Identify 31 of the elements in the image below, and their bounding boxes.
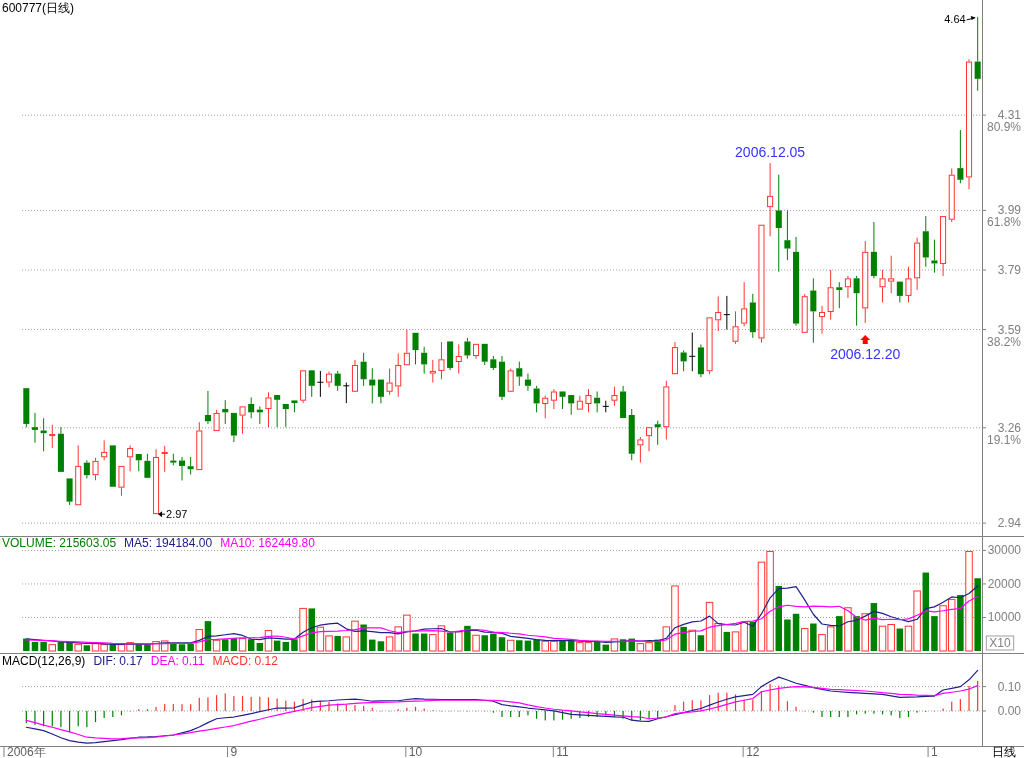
x-tick-label: 10: [408, 745, 423, 758]
chart-title: MACD(12,26,9): [2, 654, 86, 668]
x-tick-label: 9: [230, 745, 238, 758]
x-axis-title: 日线: [992, 745, 1016, 758]
annotation: 2.97: [166, 508, 188, 521]
chart-title: 600777(日线): [2, 1, 75, 15]
text: VOLUME: 215603.05: [2, 536, 117, 550]
y-tick-label: 0.10: [997, 679, 1022, 694]
y-tick-label: 3.26 19.1%: [986, 420, 1022, 447]
y-tick-label: 3.59 38.2%: [986, 322, 1022, 349]
y-tick-label: 10000: [987, 610, 1022, 625]
x-tick-label: 1: [931, 745, 939, 758]
y-tick-label: 2.94: [997, 516, 1022, 531]
annotation: 2006.12.20: [830, 345, 901, 362]
x-tick-label: 11: [556, 745, 570, 758]
text: DEA: 0.11: [150, 654, 205, 668]
x-tick-label: 2006年: [6, 745, 46, 758]
text: DIF: 0.17: [93, 654, 144, 668]
text: MA5: 194184.00: [124, 536, 213, 550]
y-tick-label: 20000: [987, 576, 1022, 591]
text: X10: [989, 636, 1011, 650]
annotation: 2006.12.05: [735, 144, 806, 161]
y-tick-label: 30000: [987, 543, 1022, 558]
y-tick-label: 4.31 80.9%: [986, 108, 1022, 135]
text: MACD: 0.12: [212, 654, 279, 668]
x-tick-label: 12: [746, 745, 760, 758]
y-tick-label: 3.79: [997, 262, 1022, 277]
y-tick-label: 3.99 61.8%: [986, 203, 1022, 230]
annotation: 4.64: [944, 12, 966, 25]
y-tick-label: 0.00: [997, 703, 1022, 718]
text: MA10: 162449.80: [220, 536, 316, 550]
